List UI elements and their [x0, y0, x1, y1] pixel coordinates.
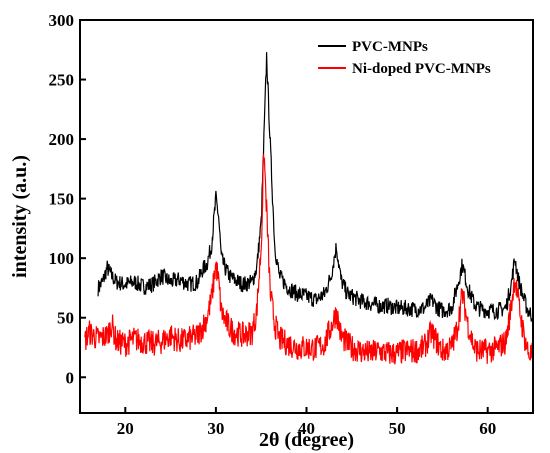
legend-label-pvc-mnps: PVC-MNPs: [352, 39, 428, 55]
legend: PVC-MNPs Ni-doped PVC-MNPs: [318, 39, 491, 77]
y-axis-label: intensity (a.u.): [9, 155, 31, 278]
y-tick-label: 250: [49, 71, 75, 90]
x-axis-ticks: 20 30 40 50 60: [117, 407, 496, 438]
y-tick-label: 0: [66, 368, 75, 387]
y-tick-label: 200: [49, 130, 75, 149]
y-axis-ticks: 0 50 100 150 200 250 300: [49, 11, 86, 387]
x-axis-label: 2θ (degree): [259, 429, 354, 451]
y-tick-label: 150: [49, 190, 75, 209]
series-line-ni-doped-pvc-mnps: [83, 154, 534, 365]
y-tick-label: 100: [49, 249, 75, 268]
series-line-pvc-mnps: [97, 52, 534, 323]
x-tick-label: 30: [207, 419, 224, 438]
x-tick-label: 60: [479, 419, 496, 438]
x-tick-label: 50: [389, 419, 406, 438]
legend-label-ni-doped-pvc-mnps: Ni-doped PVC-MNPs: [352, 61, 491, 77]
plot-lines: [83, 52, 534, 365]
y-tick-label: 300: [49, 11, 75, 30]
x-tick-label: 20: [117, 419, 134, 438]
y-tick-label: 50: [57, 309, 74, 328]
x-tick-label: 40: [298, 419, 315, 438]
